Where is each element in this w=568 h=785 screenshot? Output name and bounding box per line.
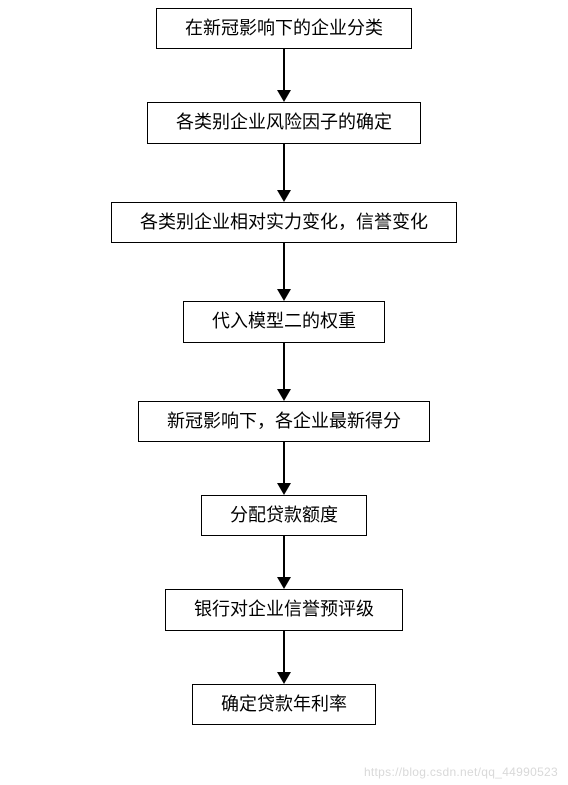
arrow-head-icon [277,289,291,301]
flow-node-n5: 新冠影响下，各企业最新得分 [138,401,430,442]
flow-arrow-n1-n2 [277,49,291,102]
flow-arrow-n7-n8 [277,631,291,684]
arrow-head-icon [277,90,291,102]
arrow-line [283,49,285,91]
flow-node-n2: 各类别企业风险因子的确定 [147,102,421,143]
arrow-line [283,343,285,390]
flow-node-n7: 银行对企业信誉预评级 [165,589,403,630]
arrow-head-icon [277,577,291,589]
arrow-head-icon [277,389,291,401]
arrow-head-icon [277,190,291,202]
flow-node-n1: 在新冠影响下的企业分类 [156,8,412,49]
flow-node-n8: 确定贷款年利率 [192,684,376,725]
arrow-head-icon [277,672,291,684]
flow-node-n3: 各类别企业相对实力变化，信誉变化 [111,202,457,243]
arrow-line [283,442,285,484]
watermark-text: https://blog.csdn.net/qq_44990523 [364,765,558,779]
flow-arrow-n5-n6 [277,442,291,495]
arrow-head-icon [277,483,291,495]
flowchart-container: 在新冠影响下的企业分类各类别企业风险因子的确定各类别企业相对实力变化，信誉变化代… [0,0,568,725]
flow-arrow-n2-n3 [277,144,291,202]
flow-node-n6: 分配贷款额度 [201,495,367,536]
flow-arrow-n3-n4 [277,243,291,301]
arrow-line [283,536,285,578]
flow-arrow-n6-n7 [277,536,291,589]
flow-arrow-n4-n5 [277,343,291,401]
arrow-line [283,631,285,673]
flow-node-n4: 代入模型二的权重 [183,301,385,342]
arrow-line [283,144,285,191]
arrow-line [283,243,285,290]
